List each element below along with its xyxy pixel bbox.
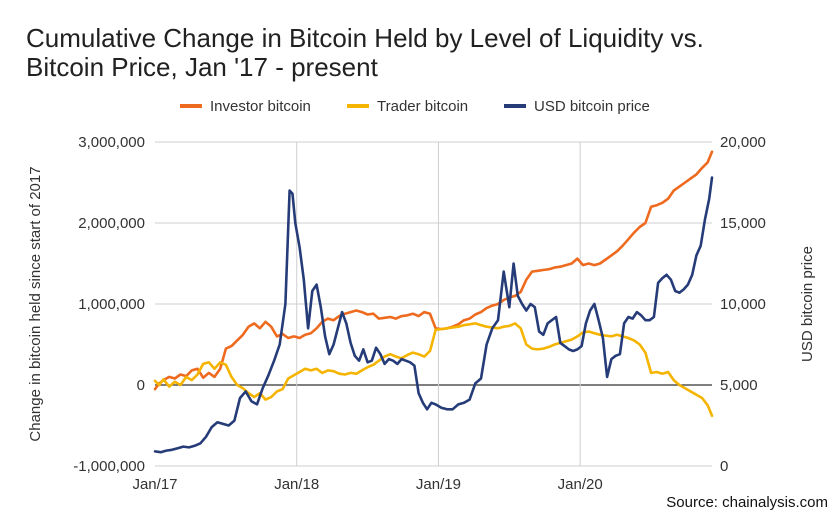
legend-label-1: Trader bitcoin — [377, 98, 468, 115]
right-tick-label: 0 — [720, 458, 728, 475]
chart-title: Cumulative Change in Bitcoin Held by Lev… — [26, 24, 704, 82]
y-axis-left-title: Change in bitcoin held since start of 20… — [27, 166, 44, 441]
series-line-2 — [153, 176, 714, 454]
left-tick-label: 0 — [137, 377, 145, 394]
chart-title-line2: Bitcoin Price, Jan '17 - present — [26, 52, 378, 82]
x-tick-label: Jan/20 — [558, 476, 603, 493]
y-axis-right-title: USD bitcoin price — [799, 246, 816, 362]
left-tick-label: -1,000,000 — [73, 458, 145, 475]
source-credit: Source: chainalysis.com — [666, 494, 828, 511]
left-tick-label: 2,000,000 — [78, 215, 145, 232]
left-tick-label: 1,000,000 — [78, 296, 145, 313]
right-tick-label: 5,000 — [720, 377, 758, 394]
x-tick-label: Jan/17 — [132, 476, 177, 493]
legend-label-0: Investor bitcoin — [210, 98, 311, 115]
left-tick-label: 3,000,000 — [78, 134, 145, 151]
x-tick-label: Jan/19 — [416, 476, 461, 493]
series-line-0 — [153, 150, 714, 391]
legend-label-2: USD bitcoin price — [534, 98, 650, 115]
right-tick-label: 10,000 — [720, 296, 766, 313]
chart-title-line1: Cumulative Change in Bitcoin Held by Lev… — [26, 23, 704, 53]
right-tick-label: 15,000 — [720, 215, 766, 232]
x-tick-label: Jan/18 — [274, 476, 319, 493]
right-tick-label: 20,000 — [720, 134, 766, 151]
